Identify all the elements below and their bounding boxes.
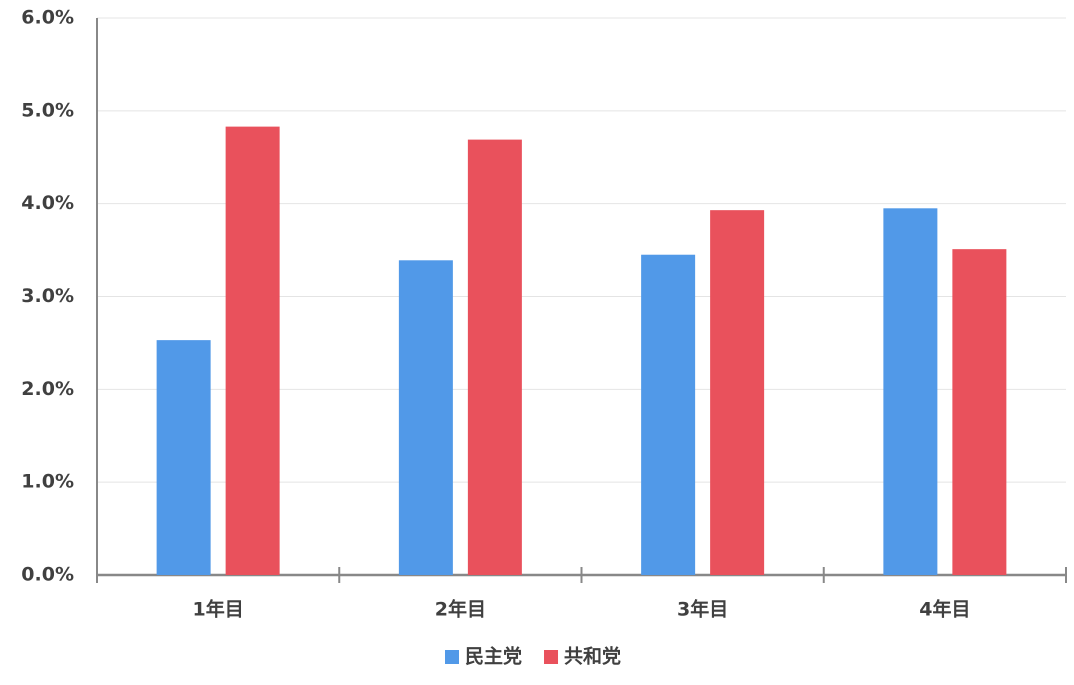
y-tick-label: 3.0% bbox=[21, 285, 74, 307]
y-tick-label: 0.0% bbox=[21, 564, 74, 586]
bar bbox=[156, 340, 211, 575]
x-tick-label: 3年目 bbox=[677, 598, 728, 621]
legend-label: 共和党 bbox=[564, 645, 621, 668]
y-tick-label: 4.0% bbox=[21, 192, 74, 214]
legend-swatch bbox=[544, 650, 559, 664]
bar bbox=[467, 139, 522, 575]
y-tick-label: 6.0% bbox=[21, 7, 74, 29]
y-tick-label: 5.0% bbox=[21, 99, 74, 121]
bar bbox=[952, 249, 1007, 575]
y-tick-label: 1.0% bbox=[21, 471, 74, 493]
legend-label: 民主党 bbox=[465, 645, 522, 668]
bar bbox=[710, 210, 765, 576]
legend-swatch bbox=[445, 650, 459, 664]
bar bbox=[641, 254, 696, 575]
y-tick-label: 2.0% bbox=[21, 378, 74, 400]
bar bbox=[225, 126, 280, 576]
x-tick-label: 1年目 bbox=[193, 598, 244, 621]
bar bbox=[398, 260, 453, 575]
x-tick-label: 2年目 bbox=[435, 598, 486, 621]
x-tick-label: 4年目 bbox=[919, 598, 970, 621]
bar bbox=[883, 208, 938, 575]
